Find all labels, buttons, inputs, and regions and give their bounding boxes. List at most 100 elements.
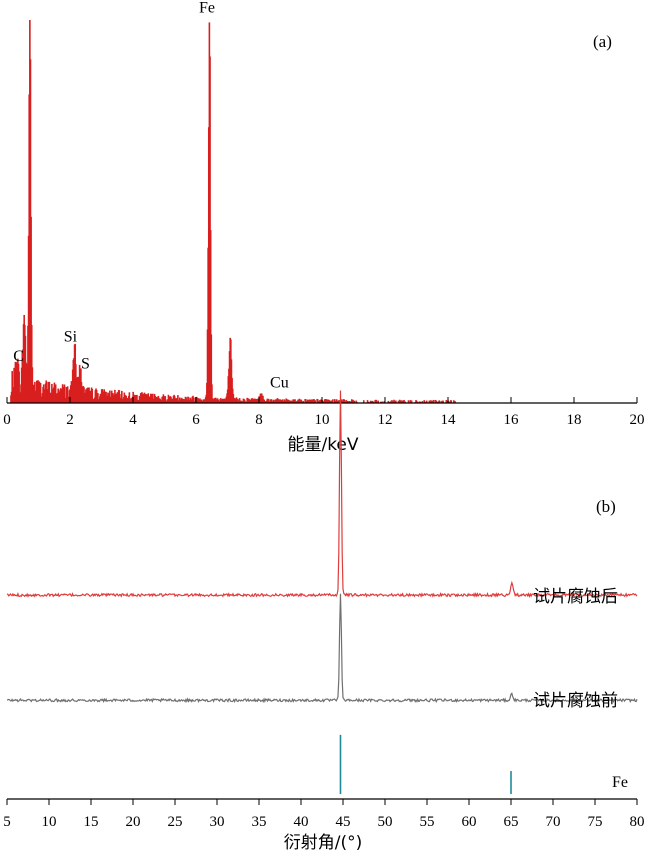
element-label: Cu	[270, 375, 289, 392]
spectrum-bar	[142, 393, 145, 403]
spectrum-bar	[246, 397, 248, 403]
spectrum-bar	[362, 400, 365, 403]
spectrum-bar	[393, 399, 395, 403]
panel-b-label: (b)	[596, 497, 616, 516]
spectrum-bar	[47, 381, 49, 403]
spectrum-bar	[372, 401, 374, 403]
spectrum-bar	[417, 401, 419, 403]
spectrum-bar	[395, 400, 397, 403]
x-tick-label: 20	[126, 814, 141, 830]
panel-a: 0 2 4 6 8 10 12 14 16 18 20 C SiS Fe Cu (a) 能量/keV	[3, 0, 644, 455]
spectrum-bar	[375, 399, 378, 403]
xrd-series-line	[6, 593, 638, 704]
spectrum-bar	[335, 399, 338, 403]
spectrum-bar	[409, 400, 412, 403]
panel-b-x-axis-title: 衍射角/(°)	[284, 833, 363, 853]
spectrum-bar	[400, 400, 402, 403]
spectrum-bar	[30, 216, 32, 403]
spectrum-bar	[209, 56, 211, 403]
spectrum-bar	[423, 400, 426, 403]
spectrum-bar	[179, 399, 182, 403]
spectrum-bar	[438, 400, 441, 403]
spectrum-bar	[263, 399, 266, 403]
spectrum-bar	[151, 393, 154, 403]
spectrum-bar	[440, 401, 443, 403]
x-tick-label: 16	[504, 412, 520, 428]
spectrum-bar	[298, 398, 301, 403]
spectrum-bar	[252, 398, 255, 403]
spectrum-bar	[353, 400, 356, 403]
spectrum-bar	[404, 401, 407, 403]
spectrum-bar	[333, 399, 336, 403]
spectrum-bar	[450, 400, 453, 403]
panel-a-element-labels: C SiS Fe Cu	[13, 0, 288, 392]
spectrum-bar	[39, 382, 42, 403]
x-tick-label: 2	[66, 412, 74, 428]
spectrum-bar	[407, 400, 410, 403]
spectrum-bar	[217, 399, 220, 403]
panel-b-x-ticks: 5 10 15 20 25 30 35 40 45 50 55 60 65 70 75 80	[3, 799, 645, 830]
spectrum-bar	[350, 399, 353, 403]
x-tick-label: 12	[378, 412, 393, 428]
spectrum-bar	[297, 399, 300, 403]
spectrum-bar	[255, 398, 258, 403]
spectrum-bar	[410, 400, 413, 403]
eds-spectrum-bars	[10, 20, 456, 404]
spectrum-bar	[287, 399, 290, 403]
spectrum-bar	[209, 230, 212, 403]
spectrum-bar	[332, 399, 334, 403]
spectrum-bar	[48, 381, 51, 403]
spectrum-bar	[453, 400, 455, 403]
spectrum-bar	[377, 400, 380, 403]
spectrum-bar	[121, 390, 123, 403]
spectrum-bar	[403, 399, 405, 403]
spectrum-bar	[330, 400, 333, 403]
element-label: S	[81, 356, 90, 373]
x-tick-label: 75	[588, 814, 603, 830]
spectrum-bar	[323, 399, 326, 403]
spectrum-bar	[274, 399, 277, 403]
spectrum-bar	[348, 401, 351, 403]
spectrum-bar	[118, 390, 121, 403]
spectrum-bar	[314, 400, 317, 403]
x-tick-label: 80	[630, 814, 645, 830]
xrd-series-line	[6, 390, 638, 599]
x-tick-label: 65	[504, 814, 519, 830]
x-tick-label: 0	[3, 412, 11, 428]
spectrum-bar	[63, 384, 66, 403]
x-tick-label: 20	[630, 412, 645, 428]
spectrum-bar	[381, 401, 384, 403]
element-label: C	[13, 348, 24, 365]
spectrum-bar	[58, 391, 61, 403]
x-tick-label: 6	[192, 412, 200, 428]
spectrum-bar	[155, 396, 158, 403]
spectrum-bar	[448, 401, 450, 403]
spectrum-bar	[279, 399, 281, 403]
spectrum-bar	[187, 397, 190, 403]
spectrum-bar	[415, 400, 418, 403]
spectrum-bar	[109, 390, 111, 403]
panel-a-x-ticks: 0 2 4 6 8 10 12 14 16 18 20	[3, 397, 645, 428]
spectrum-bar	[116, 392, 119, 403]
x-tick-label: 55	[420, 814, 435, 830]
spectrum-bar	[251, 398, 254, 403]
spectrum-bar	[238, 398, 241, 403]
spectrum-bar	[302, 400, 305, 403]
spectrum-bar	[103, 389, 105, 403]
spectrum-bar	[398, 399, 401, 403]
spectrum-bar	[110, 390, 113, 403]
spectrum-bar	[352, 399, 354, 403]
spectrum-bar	[18, 371, 20, 403]
series-label-before-corrosion: 试片腐蚀前	[533, 691, 618, 711]
spectrum-bar	[387, 400, 390, 403]
x-tick-label: 8	[255, 412, 263, 428]
spectrum-bar	[356, 401, 358, 403]
x-tick-label: 18	[567, 412, 582, 428]
x-tick-label: 60	[462, 814, 477, 830]
spectrum-bar	[316, 399, 319, 403]
spectrum-bar	[177, 395, 179, 403]
spectrum-bar	[369, 400, 372, 403]
x-tick-label: 10	[42, 814, 57, 830]
spectrum-bar	[376, 401, 378, 403]
spectrum-bar	[343, 399, 346, 403]
